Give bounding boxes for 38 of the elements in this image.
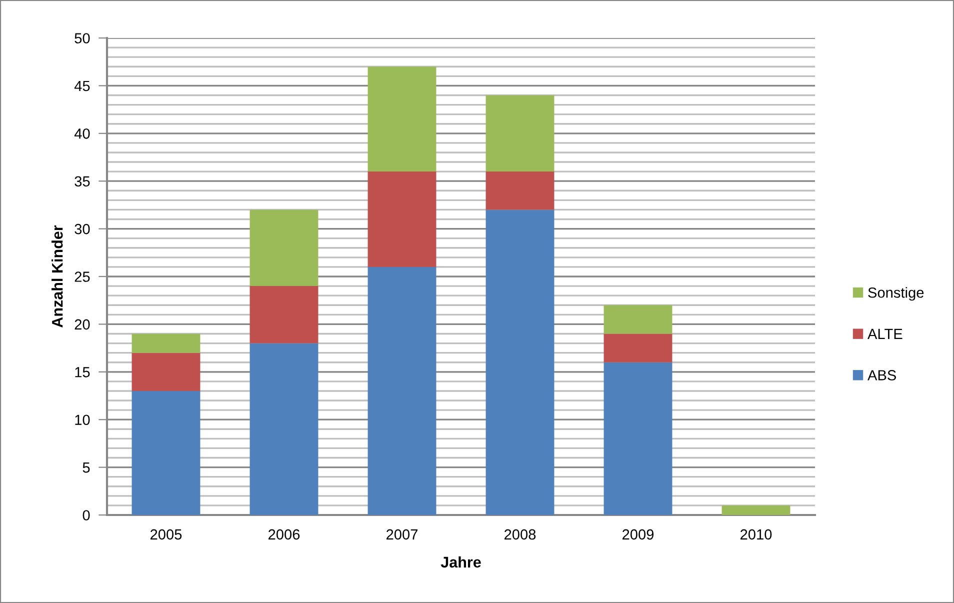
bar (250, 286, 318, 344)
x-tick-label: 2008 (504, 529, 536, 540)
y-tick-label: 15 (75, 367, 90, 378)
bar (486, 95, 554, 172)
y-tick-label: 45 (74, 80, 90, 92)
x-tick-label: 2006 (268, 529, 300, 540)
bar (132, 352, 200, 391)
bar (368, 66, 436, 172)
y-tick-label: 10 (75, 414, 90, 426)
bar (486, 210, 554, 515)
bar (250, 343, 318, 515)
y-tick-label: 25 (74, 272, 90, 282)
bar (368, 172, 436, 267)
legend-label: Sonstige (868, 287, 924, 301)
bar (604, 305, 672, 334)
y-tick-label: 20 (74, 319, 90, 330)
bar (132, 390, 200, 515)
bar (132, 334, 200, 353)
y-tick-label: 5 (82, 462, 90, 473)
legend-label: ALTE (868, 328, 902, 339)
y-tick-label: 0 (82, 510, 90, 520)
legend-label: ABS (868, 370, 896, 380)
bar (604, 334, 672, 362)
y-tick-label: 35 (74, 176, 90, 187)
y-tick-label: 30 (74, 224, 90, 234)
x-axis-title: Jahre (440, 556, 481, 568)
bar (722, 505, 790, 515)
x-tick-label: 2007 (386, 529, 418, 540)
bar (486, 172, 554, 210)
x-tick-label: 2009 (622, 529, 654, 540)
y-tick-label: 40 (74, 128, 90, 139)
bar (368, 266, 436, 515)
bar (604, 362, 672, 515)
y-tick-label: 50 (74, 33, 90, 44)
x-tick-label: 2005 (150, 529, 182, 540)
bar (250, 210, 318, 286)
x-tick-label: 2010 (740, 529, 772, 540)
y-axis-title: Anzahl Kinder (52, 225, 63, 328)
